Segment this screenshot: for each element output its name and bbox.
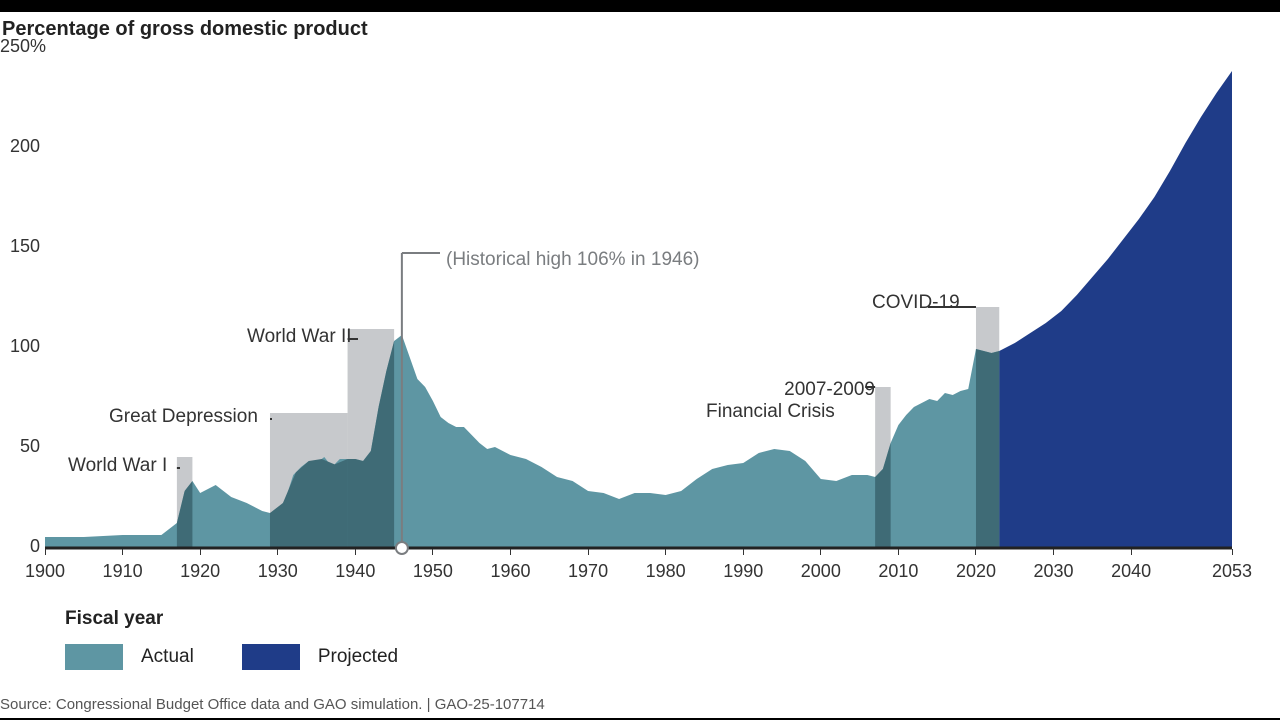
x-tick-label: 2020 [956,561,996,582]
x-tick-label: 2030 [1034,561,1074,582]
x-tick-label: 2040 [1111,561,1151,582]
ann-covid: COVID-19 [872,292,960,314]
ann-fc-line2: Financial Crisis [706,401,835,423]
ann-ww1: World War I [68,455,167,477]
x-tick-label: 1940 [335,561,375,582]
ann-depression: Great Depression [109,406,258,428]
x-tick-label: 1990 [723,561,763,582]
chart-frame: Percentage of gross domestic product 050… [0,12,1280,718]
x-tick-label: 1920 [180,561,220,582]
y-tick-label: 50 [0,436,40,457]
source-text: Source: Congressional Budget Office data… [0,696,545,713]
x-tick-label: 1980 [646,561,686,582]
x-tick-label: 2053 [1212,561,1252,582]
ann-historical-high: (Historical high 106% in 1946) [446,249,699,271]
ann-fc-line1: 2007-2009 [757,379,875,401]
x-tick-label: 1970 [568,561,608,582]
ann-ww2: World War II [247,326,352,348]
area-chart-svg [0,12,1280,718]
legend-swatch-actual [65,644,123,670]
x-tick-label: 1960 [490,561,530,582]
legend: Actual Projected [65,644,428,670]
y-tick-label: 0 [0,536,40,557]
x-tick-label: 1900 [25,561,65,582]
x-tick-label: 2010 [878,561,918,582]
y-tick-label: 150 [0,236,40,257]
y-tick-label: 100 [0,336,40,357]
x-tick-label: 1950 [413,561,453,582]
y-tick-label: 200 [0,136,40,157]
x-tick-label: 2000 [801,561,841,582]
x-tick-label: 1930 [258,561,298,582]
legend-label-actual: Actual [141,646,194,668]
x-tick-label: 1910 [103,561,143,582]
legend-label-projected: Projected [318,646,398,668]
legend-swatch-projected [242,644,300,670]
y-tick-label: 250% [0,36,40,57]
x-axis-title: Fiscal year [65,608,163,630]
